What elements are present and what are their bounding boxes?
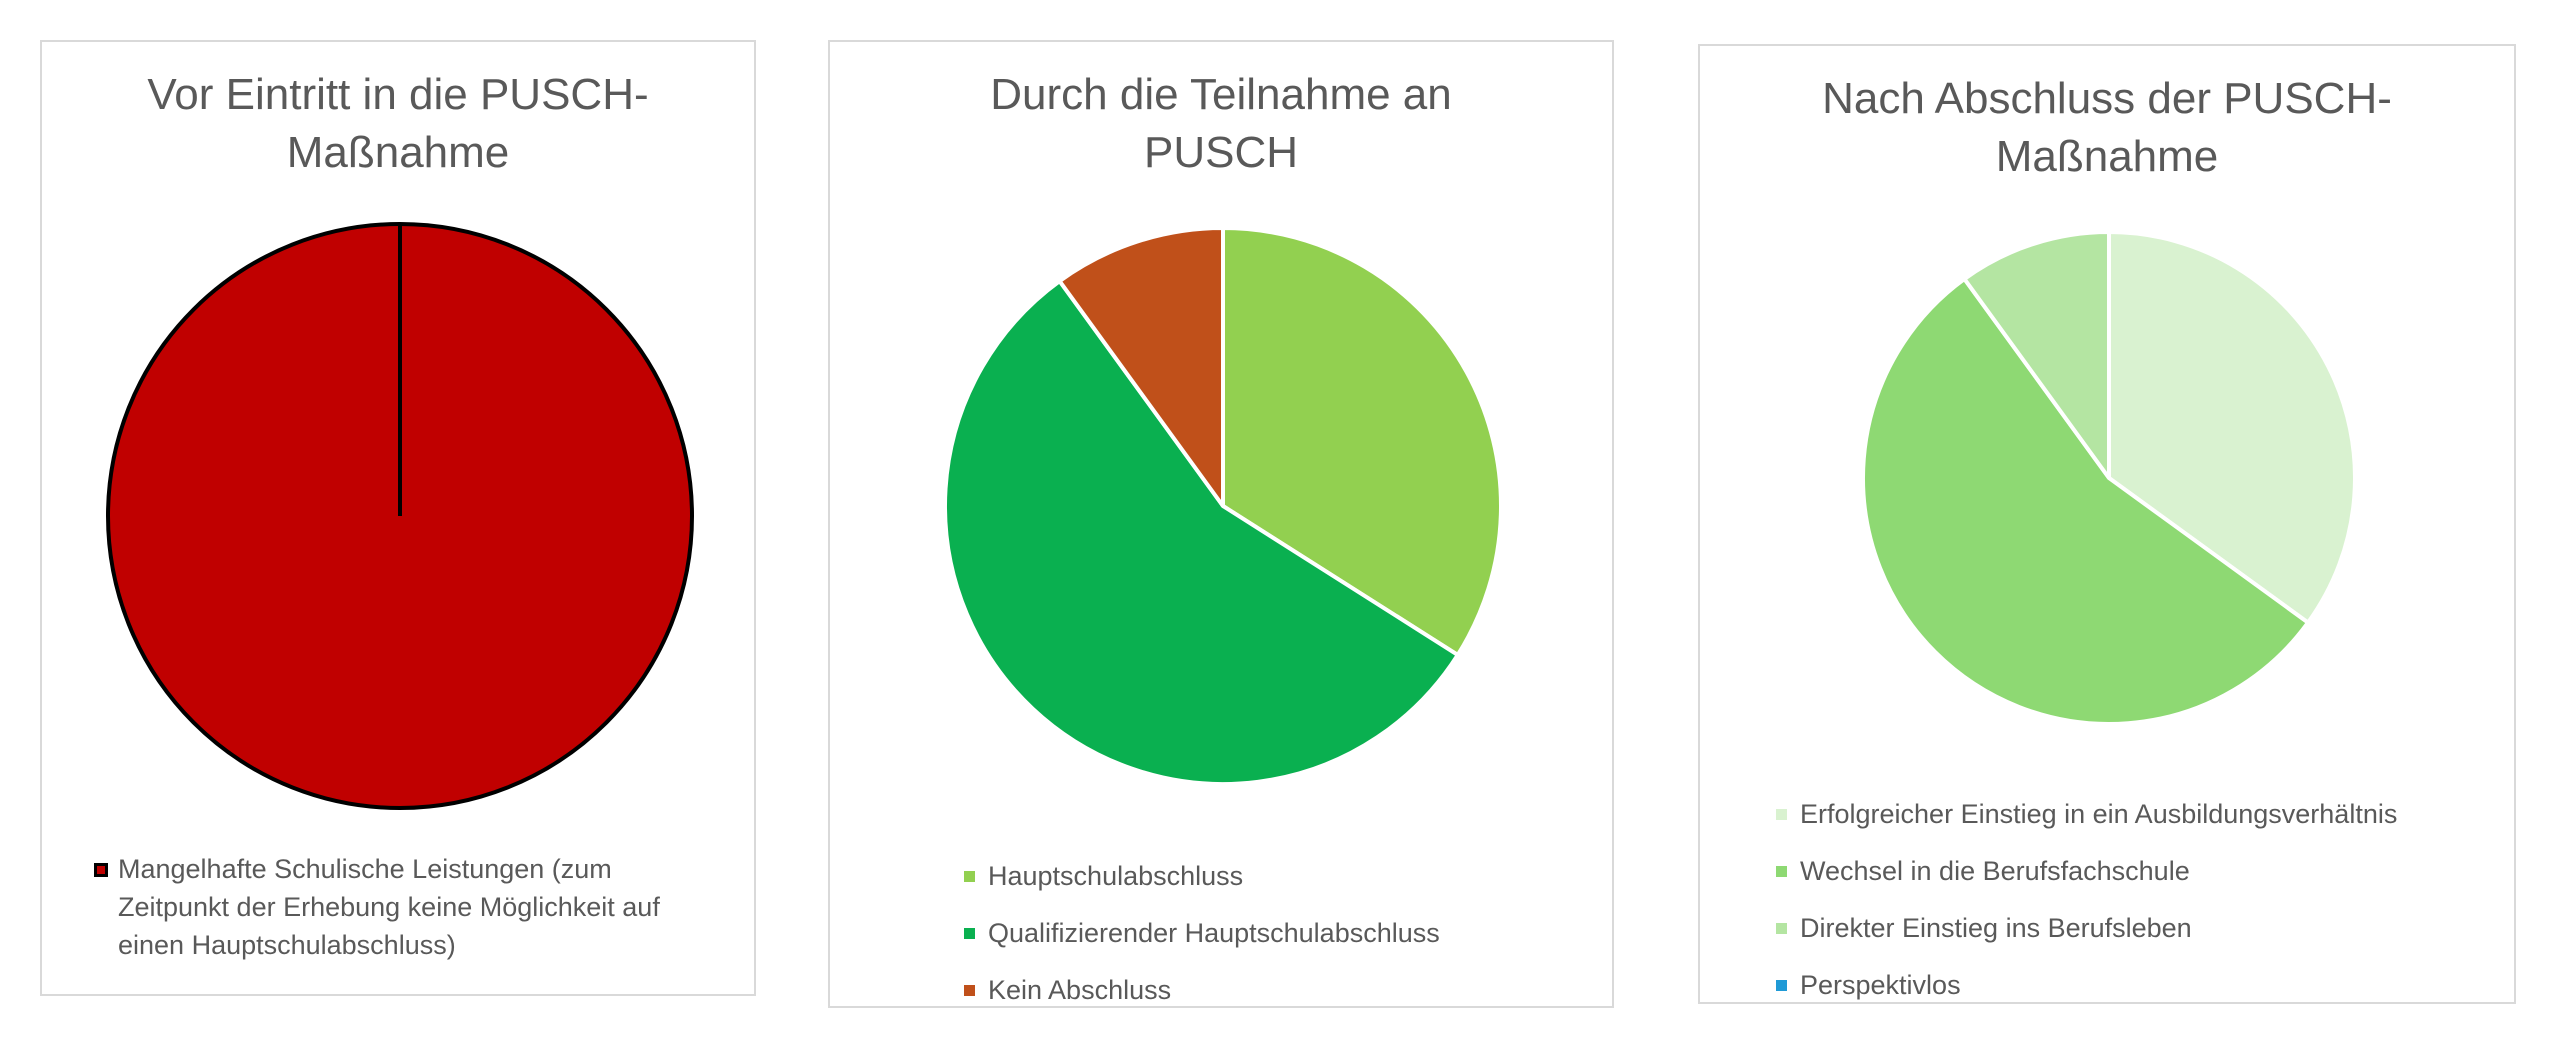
legend-label-line-3: einen Hauptschulabschluss) [118, 930, 456, 960]
legend-swatch-perspektivlos [1776, 980, 1787, 991]
chart-title-1: Vor Eintritt in die PUSCH- Maßnahme [42, 66, 754, 182]
chart-panel-2: Durch die Teilnahme an PUSCH Hauptschula… [828, 40, 1614, 1008]
legend-label-berufsfachschule: Wechsel in die Berufsfachschule [1800, 856, 2190, 886]
legend-1: Mangelhafte Schulische Leistungen (zum Z… [94, 850, 758, 964]
chart-title-3-line-1: Nach Abschluss der PUSCH- [1822, 74, 2392, 123]
pie-slice-berufsfachschule [1860, 276, 2311, 727]
pie-slice-ausbildung [2107, 230, 2357, 625]
chart-title-2-line-1: Durch die Teilnahme an [990, 70, 1452, 119]
legend-label-ausbildung: Erfolgreicher Einstieg in ein Ausbildung… [1800, 799, 2398, 829]
pie-slice-kein-abschluss [1057, 226, 1225, 508]
chart-title-3-line-2: Maßnahme [1995, 132, 2219, 181]
legend-swatch-berufsfachschule [1776, 866, 1787, 877]
legend-swatch-mangelhafte-leistungen [94, 863, 108, 877]
legend-item-mangelhafte-leistungen: Mangelhafte Schulische Leistungen (zum Z… [94, 850, 758, 964]
pie-slice-berufsleben [1962, 230, 2111, 480]
legend-swatch-hauptschulabschluss [964, 871, 975, 882]
legend-swatch-ausbildung [1776, 809, 1787, 820]
pie-chart-1 [106, 222, 694, 810]
chart-title-2-line-2: PUSCH [1143, 128, 1299, 177]
chart-title-2: Durch die Teilnahme an PUSCH [830, 66, 1612, 182]
chart-title-1-line-2: Maßnahme [286, 128, 510, 177]
legend-swatch-kein-abschluss [964, 985, 975, 996]
chart-panel-3: Nach Abschluss der PUSCH- Maßnahme Erfol… [1698, 44, 2516, 1004]
legend-swatch-qualifizierender [964, 928, 975, 939]
legend-label-mangelhafte-leistungen: Mangelhafte Schulische Leistungen (zum Z… [94, 850, 758, 964]
legend-label-qualifizierender: Qualifizierender Hauptschulabschluss [988, 918, 1440, 948]
legend-label-berufsleben: Direkter Einstieg ins Berufsleben [1800, 913, 2192, 943]
pie-chart-2 [943, 226, 1503, 786]
legend-label-perspektivlos: Perspektivlos [1800, 970, 1961, 1000]
pie-chart-3 [1860, 230, 2357, 727]
legend-label-line-2: Zeitpunkt der Erhebung keine Möglichkeit… [118, 892, 660, 922]
legend-label-line-1: Mangelhafte Schulische Leistungen (zum [118, 854, 612, 884]
chart-panel-1: Vor Eintritt in die PUSCH- Maßnahme Mang… [40, 40, 756, 996]
chart-title-3: Nach Abschluss der PUSCH- Maßnahme [1700, 70, 2514, 186]
chart-title-1-line-1: Vor Eintritt in die PUSCH- [147, 70, 649, 119]
pie-slice-qualifizierender [943, 279, 1460, 786]
legend-label-kein-abschluss: Kein Abschluss [988, 975, 1172, 1005]
legend-swatch-berufsleben [1776, 923, 1787, 934]
legend-label-hauptschulabschluss: Hauptschulabschluss [988, 861, 1244, 891]
